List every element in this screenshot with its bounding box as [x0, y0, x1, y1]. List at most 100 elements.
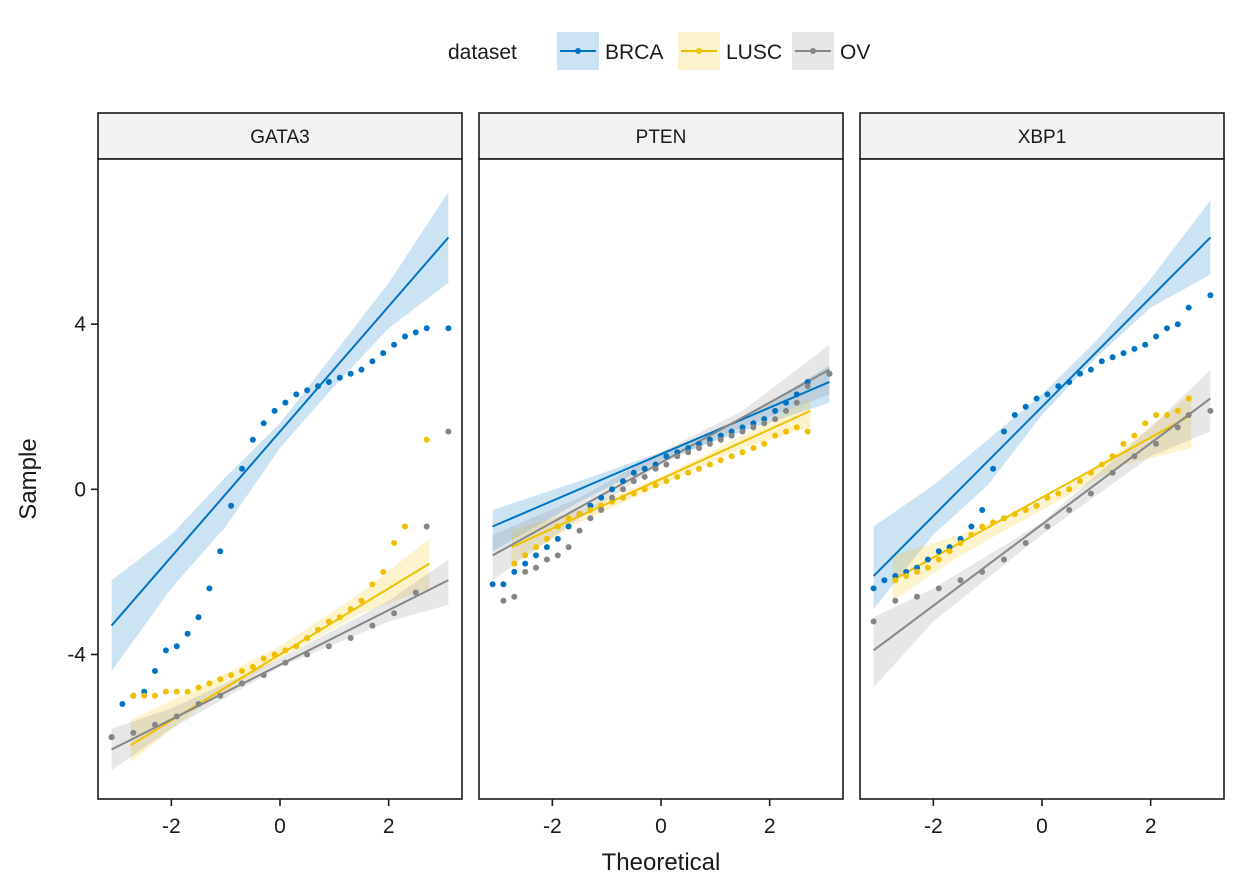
point-ov-gata3: [108, 734, 115, 741]
point-ov-xbp1: [935, 585, 942, 592]
point-brca-pten: [739, 424, 746, 431]
point-lusc-xbp1: [1131, 432, 1138, 439]
point-brca-xbp1: [1174, 321, 1181, 328]
point-lusc-xbp1: [914, 568, 920, 575]
point-ov-xbp1: [892, 597, 899, 604]
point-lusc-gata3: [315, 626, 321, 633]
plot-data-xbp1: [870, 200, 1214, 688]
point-lusc-gata3: [217, 676, 224, 683]
point-brca-gata3: [423, 325, 430, 332]
point-ov-gata3: [173, 713, 180, 720]
point-lusc-xbp1: [1109, 453, 1116, 460]
point-ov-xbp1: [1001, 556, 1007, 563]
point-brca-gata3: [260, 420, 267, 427]
bands-xbp1: [873, 200, 1211, 688]
point-brca-pten: [543, 544, 550, 551]
point-ov-pten: [620, 486, 626, 493]
point-ov-pten: [565, 544, 572, 551]
point-brca-xbp1: [1077, 370, 1083, 377]
point-lusc-xbp1: [1011, 511, 1018, 518]
point-ov-xbp1: [979, 568, 986, 575]
point-brca-gata3: [445, 325, 452, 332]
point-lusc-pten: [728, 453, 735, 460]
point-lusc-gata3: [282, 647, 289, 654]
panel-gata3: GATA3 -2 0 2 -4 0 4: [67, 112, 463, 838]
points-gata3: [108, 325, 452, 741]
legend-title: dataset: [448, 41, 517, 64]
fit-line-brca-gata3: [110, 236, 450, 627]
legend-dot-brca: [575, 48, 581, 54]
point-lusc-xbp1: [990, 519, 997, 526]
point-lusc-pten: [652, 482, 659, 489]
point-brca-xbp1: [1011, 412, 1018, 418]
point-lusc-pten: [696, 465, 702, 472]
point-ov-pten: [706, 440, 713, 447]
point-brca-pten: [750, 420, 757, 427]
x-tick-label-xbp1: 0: [1036, 815, 1048, 838]
point-brca-gata3: [162, 647, 169, 654]
point-ov-xbp1: [1022, 540, 1029, 546]
point-lusc-gata3: [369, 581, 376, 588]
point-ov-gata3: [282, 659, 289, 666]
point-lusc-pten: [543, 535, 550, 542]
point-ov-pten: [804, 383, 811, 390]
point-ov-pten: [826, 370, 833, 377]
point-lusc-pten: [761, 440, 768, 447]
point-lusc-xbp1: [1164, 412, 1170, 418]
fit-line-ov-pten: [492, 368, 830, 557]
point-lusc-gata3: [380, 568, 387, 575]
point-lusc-pten: [663, 478, 670, 485]
band-lusc-xbp1: [892, 394, 1192, 601]
point-brca-pten: [717, 432, 724, 439]
point-ov-gata3: [239, 680, 245, 687]
point-lusc-gata3: [347, 606, 354, 613]
point-brca-pten: [620, 478, 626, 485]
point-lusc-xbp1: [1153, 412, 1160, 418]
x-axis-title: Theoretical: [602, 849, 721, 876]
legend-label-ov: OV: [840, 41, 870, 64]
point-lusc-xbp1: [1044, 494, 1051, 501]
point-lusc-pten: [630, 490, 637, 497]
point-brca-pten: [522, 560, 529, 567]
point-ov-xbp1: [914, 593, 920, 600]
point-lusc-xbp1: [1185, 395, 1192, 402]
strip-label-pten: PTEN: [636, 127, 687, 148]
point-lusc-pten: [576, 511, 583, 518]
y-tick-label: 0: [74, 478, 86, 501]
point-brca-xbp1: [1109, 354, 1116, 361]
point-ov-pten: [500, 597, 507, 604]
point-brca-gata3: [380, 350, 387, 357]
point-brca-xbp1: [914, 564, 920, 571]
point-lusc-gata3: [325, 618, 332, 625]
point-ov-pten: [511, 593, 518, 600]
point-lusc-pten: [598, 502, 605, 509]
band-lusc-pten: [511, 398, 811, 564]
point-brca-gata3: [141, 688, 148, 695]
point-lusc-pten: [511, 560, 518, 567]
point-lusc-gata3: [358, 597, 365, 604]
point-brca-xbp1: [1153, 333, 1160, 340]
points-xbp1: [870, 292, 1214, 625]
point-brca-xbp1: [1044, 391, 1051, 398]
point-ov-pten: [696, 445, 702, 451]
point-lusc-xbp1: [1120, 440, 1127, 447]
point-brca-xbp1: [881, 577, 888, 584]
point-brca-pten: [706, 436, 713, 443]
strip-xbp1: [859, 112, 1225, 160]
point-brca-gata3: [336, 374, 343, 381]
point-brca-xbp1: [990, 465, 997, 472]
point-lusc-gata3: [173, 688, 180, 695]
point-brca-gata3: [119, 701, 126, 707]
point-lusc-gata3: [271, 651, 278, 658]
point-ov-xbp1: [1174, 424, 1181, 431]
point-brca-pten: [685, 445, 692, 451]
point-lusc-gata3: [249, 663, 256, 670]
point-lusc-pten: [620, 494, 626, 501]
point-ov-pten: [717, 436, 724, 443]
point-ov-xbp1: [1207, 407, 1214, 414]
point-brca-xbp1: [1207, 292, 1214, 299]
point-brca-pten: [533, 552, 539, 559]
point-brca-xbp1: [870, 585, 877, 592]
point-lusc-pten: [609, 498, 616, 505]
strip-gata3: [97, 112, 463, 160]
